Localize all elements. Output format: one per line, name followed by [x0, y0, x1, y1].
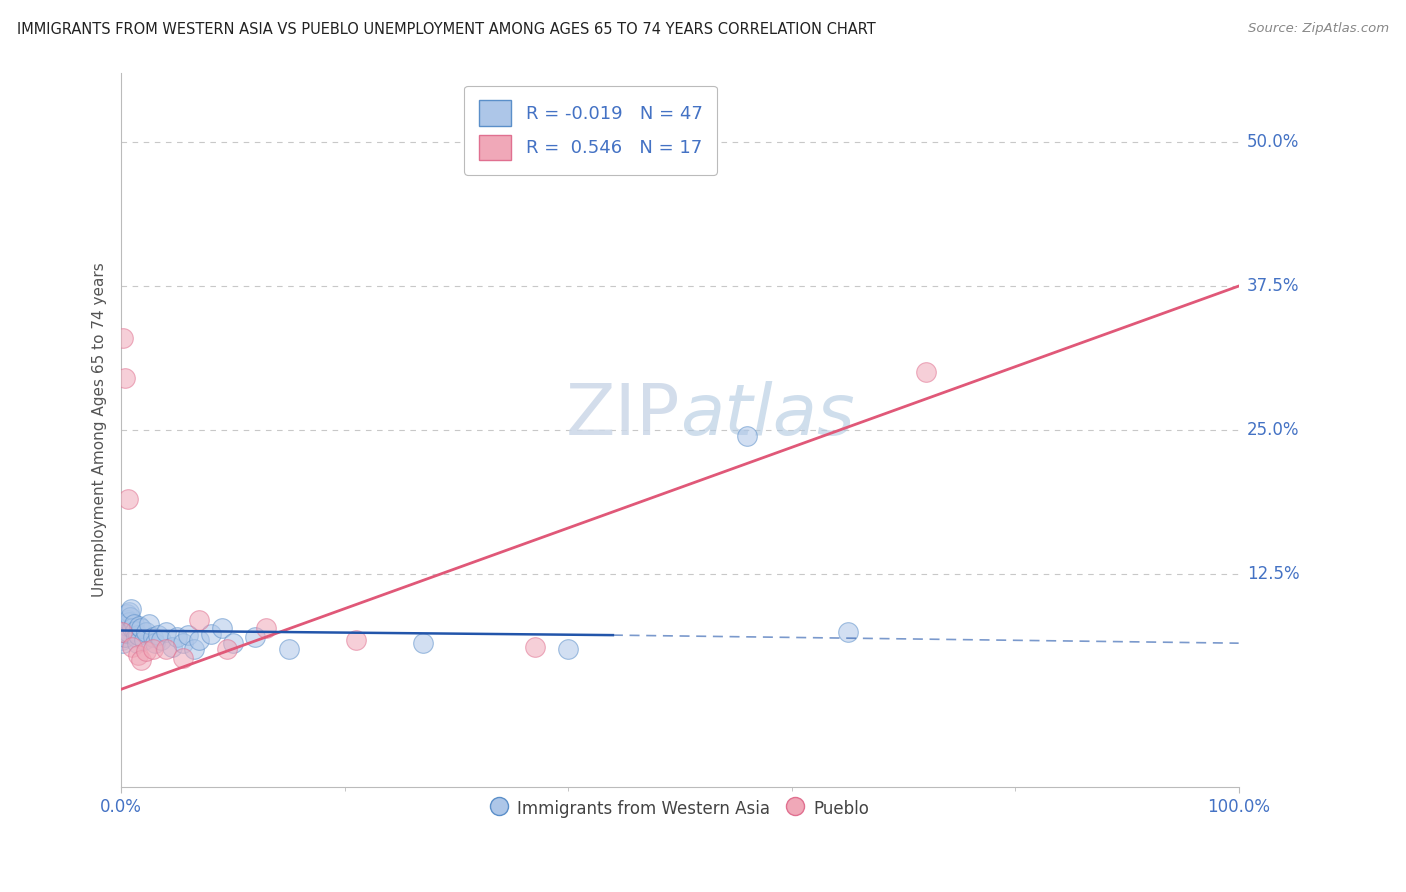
Point	[177, 628, 200, 642]
Text: IMMIGRANTS FROM WESTERN ASIA VS PUEBLO UNEMPLOYMENT AMONG AGES 65 TO 74 YEARS CO: IMMIGRANTS FROM WESTERN ASIA VS PUEBLO U…	[17, 22, 876, 37]
Point	[344, 632, 367, 647]
Point	[111, 624, 134, 639]
Point	[112, 331, 135, 345]
Point	[138, 616, 160, 631]
Point	[141, 631, 163, 645]
Point	[211, 621, 233, 635]
Point	[155, 624, 177, 639]
Text: Source: ZipAtlas.com: Source: ZipAtlas.com	[1249, 22, 1389, 36]
Point	[121, 640, 143, 654]
Point	[222, 636, 245, 650]
Point	[166, 631, 188, 645]
Point	[111, 624, 134, 639]
Point	[256, 621, 278, 635]
Point	[125, 631, 148, 645]
Text: 50.0%: 50.0%	[1247, 133, 1299, 151]
Point	[125, 636, 148, 650]
Point	[412, 636, 434, 650]
Point	[141, 642, 163, 657]
Point	[914, 366, 936, 380]
Point	[118, 615, 141, 630]
Point	[114, 631, 136, 645]
Point	[127, 628, 149, 642]
Point	[117, 492, 139, 507]
Point	[117, 613, 139, 627]
Point	[114, 621, 136, 635]
Point	[200, 627, 222, 641]
Point	[160, 640, 183, 654]
Point	[183, 642, 205, 657]
Text: ZIP: ZIP	[565, 381, 681, 450]
Text: atlas: atlas	[681, 381, 855, 450]
Point	[114, 371, 136, 385]
Point	[117, 624, 139, 639]
Point	[114, 625, 136, 640]
Text: 12.5%: 12.5%	[1247, 565, 1299, 583]
Point	[120, 601, 142, 615]
Point	[122, 616, 145, 631]
Point	[112, 636, 135, 650]
Point	[112, 628, 135, 642]
Point	[115, 607, 138, 622]
Y-axis label: Unemployment Among Ages 65 to 74 years: Unemployment Among Ages 65 to 74 years	[93, 263, 107, 598]
Point	[128, 619, 150, 633]
Point	[150, 632, 173, 647]
Point	[131, 653, 153, 667]
Point	[124, 624, 146, 638]
Text: 25.0%: 25.0%	[1247, 421, 1299, 439]
Point	[277, 642, 299, 657]
Point	[135, 644, 157, 658]
Point	[172, 636, 194, 650]
Point	[557, 642, 579, 657]
Point	[115, 619, 138, 633]
Point	[127, 648, 149, 662]
Point	[217, 642, 239, 657]
Point	[837, 624, 859, 639]
Text: 37.5%: 37.5%	[1247, 277, 1299, 295]
Point	[143, 636, 166, 650]
Legend: Immigrants from Western Asia, Pueblo: Immigrants from Western Asia, Pueblo	[484, 791, 876, 825]
Point	[114, 616, 136, 631]
Point	[121, 621, 143, 635]
Point	[120, 609, 142, 624]
Point	[735, 429, 758, 443]
Point	[172, 651, 194, 665]
Point	[188, 613, 211, 627]
Point	[245, 631, 267, 645]
Point	[111, 632, 134, 647]
Point	[131, 621, 153, 635]
Point	[118, 605, 141, 619]
Point	[523, 640, 546, 654]
Point	[132, 632, 155, 647]
Point	[155, 642, 177, 657]
Point	[135, 624, 157, 639]
Point	[146, 628, 169, 642]
Point	[188, 632, 211, 647]
